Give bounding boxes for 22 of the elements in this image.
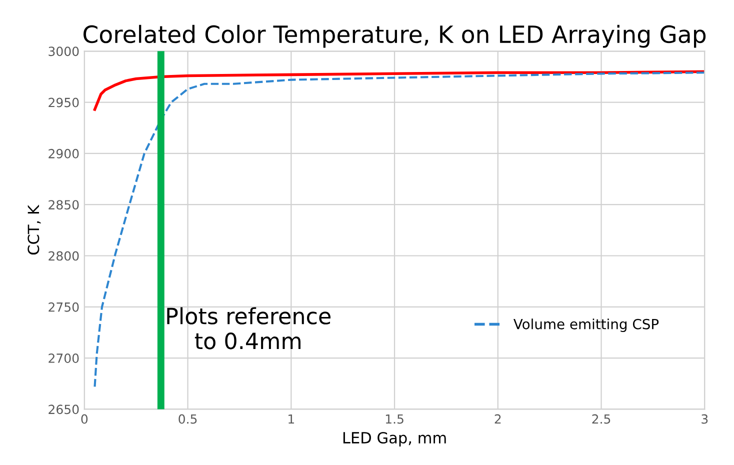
line-series [94, 72, 705, 388]
y-tick-label: 2700 [48, 354, 79, 363]
x-tick-label: 2.5 [592, 414, 610, 424]
line-series [93, 70, 705, 111]
x-tick-label: 0 [81, 414, 88, 424]
x-tick-label: 1 [288, 414, 294, 424]
legend-label: Volume emitting CSP [514, 318, 659, 332]
x-axis-title: LED Gap, mm [343, 432, 446, 446]
x-tick-label: 2 [494, 414, 501, 424]
y-tick-label: 2950 [48, 98, 79, 108]
y-axis-title: CCT, K [28, 204, 41, 255]
y-tick-label: 2900 [48, 148, 79, 158]
x-tick-label: 3 [702, 414, 708, 424]
x-tick-label: 0.5 [178, 414, 197, 424]
y-tick-label: 2750 [48, 302, 79, 312]
x-tick-label: 1.5 [386, 414, 404, 424]
y-tick-label: 2800 [48, 251, 79, 261]
chart-title: Corelated Color Temperature, K on LED Arraying Gap [84, 24, 706, 48]
ref-line-label: Plots reference to 0.4mm [167, 307, 330, 350]
y-tick-label: 2850 [48, 200, 79, 210]
y-tick-label: 2650 [48, 404, 79, 414]
y-tick-label: 3000 [48, 46, 79, 56]
